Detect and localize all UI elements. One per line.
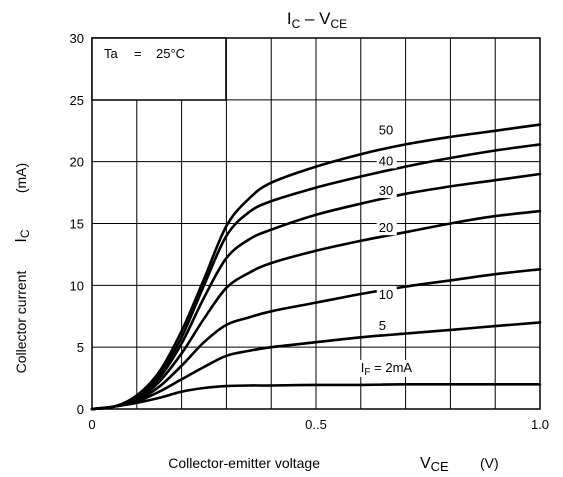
- y-tick-label: 30: [70, 31, 84, 46]
- curve-label: 30: [379, 183, 393, 198]
- curve-labels: 50 40 30 20 10 5: [376, 122, 397, 333]
- y-tick-label: 10: [70, 278, 84, 293]
- x-axis-label: Collector-emitter voltage VCE (V): [168, 455, 498, 474]
- y-tick-labels: 0 5 10 15 20 25 30: [70, 31, 84, 417]
- series-line-40: [90, 143, 542, 411]
- x-tick-label: 0..5: [305, 417, 327, 432]
- if-label: IF = 2mA: [361, 360, 413, 378]
- curve-label: 10: [379, 287, 393, 302]
- series-line-30: [90, 172, 542, 411]
- y-axis-label-symbol: IC: [13, 229, 32, 242]
- curve-label: 40: [379, 153, 393, 168]
- grid: [91, 37, 541, 410]
- condition-value: 25°C: [156, 46, 185, 61]
- y-tick-label: 5: [77, 340, 84, 355]
- y-tick-label: 15: [70, 217, 84, 232]
- curve-label: 5: [379, 318, 386, 333]
- x-axis-label-symbol: VCE: [420, 455, 449, 474]
- y-axis-label-unit: (mA): [13, 163, 29, 193]
- curve-label-bg: [376, 317, 389, 333]
- x-tick-labels: 0 0..5 1.0: [88, 417, 549, 432]
- series-line-5: [90, 321, 542, 411]
- plot-frame: [91, 37, 541, 410]
- curve-label-bg: [376, 183, 397, 199]
- condition-eq: =: [134, 46, 142, 61]
- if-label-bg: [357, 359, 434, 377]
- series-line-10: [90, 268, 542, 411]
- x-tick-label: 1.0: [531, 417, 549, 432]
- y-tick-label: 20: [70, 155, 84, 170]
- series-line-20: [90, 209, 542, 411]
- chart-title: IC – VCE: [287, 9, 347, 31]
- condition-label: Ta: [104, 46, 119, 61]
- curve-label-bg: [376, 286, 397, 302]
- curve-label-bg: [376, 122, 397, 138]
- x-axis-label-text: Collector-emitter voltage: [168, 455, 320, 471]
- curves: [90, 123, 542, 411]
- curve-label-bg: [376, 220, 397, 236]
- curve-label-bg: [376, 153, 397, 169]
- series-line-if-2ma: [90, 382, 542, 411]
- y-tick-label: 25: [70, 93, 84, 108]
- y-tick-label: 0: [77, 402, 84, 417]
- x-tick-label: 0: [88, 417, 95, 432]
- y-axis-label-text: Collector current: [13, 271, 29, 374]
- condition-box: Ta = 25°C: [91, 37, 227, 101]
- curve-label: 50: [379, 122, 393, 137]
- curve-label: 20: [379, 220, 393, 235]
- x-axis-label-unit: (V): [480, 455, 499, 471]
- y-axis-label: Collector current IC (mA): [13, 163, 32, 374]
